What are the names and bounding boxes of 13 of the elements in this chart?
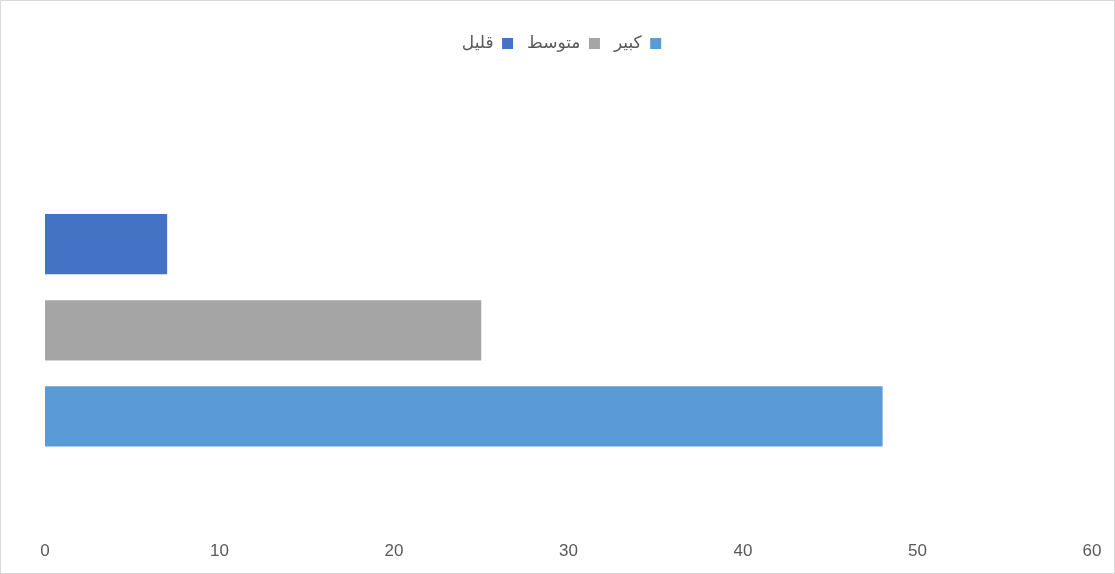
x-tick-label: 0: [40, 541, 50, 561]
bar: [45, 214, 168, 275]
legend-label: كبير: [612, 31, 643, 52]
x-tick-label: 40: [733, 541, 753, 561]
legend-label: متوسط: [527, 31, 581, 52]
x-tick-label: 20: [384, 541, 404, 561]
legend-label: قليل: [461, 31, 494, 52]
x-tick-label: 10: [210, 541, 229, 561]
x-tick-label: 30: [559, 541, 578, 561]
x-tick-label: 50: [908, 541, 927, 561]
bar: [45, 300, 482, 361]
x-tick-label: 60: [1082, 541, 1102, 561]
bar: [45, 386, 883, 447]
